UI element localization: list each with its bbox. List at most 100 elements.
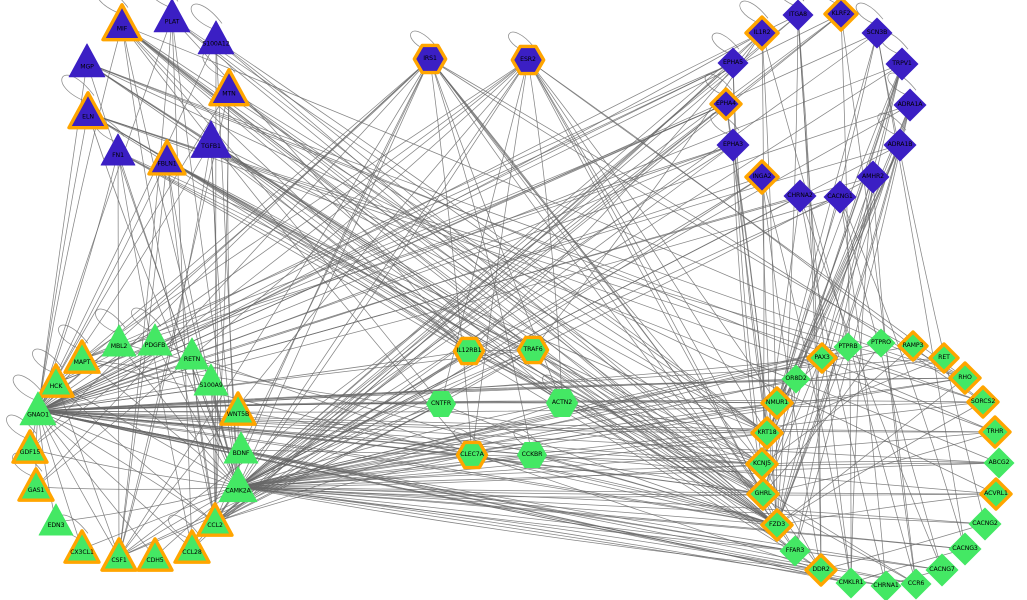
graph-edge xyxy=(121,24,763,465)
graph-edge xyxy=(117,151,768,434)
diamond-shape-icon xyxy=(779,535,811,567)
graph-edge xyxy=(237,486,822,571)
graph-edge xyxy=(37,104,911,412)
graph-node-s100a12[interactable]: S100A12 xyxy=(192,16,240,64)
self-loop-edge xyxy=(877,112,907,136)
graph-edge xyxy=(37,410,156,558)
graph-edge xyxy=(171,17,470,352)
graph-edge xyxy=(191,355,239,488)
triangle-shape-icon xyxy=(100,537,138,572)
graph-node-esr2[interactable]: ESR2 xyxy=(508,40,548,80)
graph-edge xyxy=(761,460,1000,465)
graph-edge xyxy=(87,112,796,552)
graph-node-adra1a[interactable]: ADRA1A xyxy=(888,83,932,127)
triangle-shape-icon xyxy=(136,537,174,572)
graph-edge xyxy=(87,112,917,585)
graph-node-cacng1[interactable]: CACNG1 xyxy=(818,175,862,219)
graph-edge xyxy=(121,24,442,405)
graph-edge xyxy=(237,103,727,488)
graph-edge xyxy=(237,402,563,488)
graph-node-clec7a[interactable]: CLEC7A xyxy=(453,436,491,474)
graph-edge xyxy=(839,196,966,550)
graph-node-cckbr[interactable]: CCKBR xyxy=(513,436,551,474)
graph-node-ccr6[interactable]: CCR6 xyxy=(895,563,937,600)
graph-node-fbln1[interactable]: FBLN1 xyxy=(143,136,191,184)
graph-node-mgp[interactable]: MGP xyxy=(63,39,111,87)
diamond-shape-icon xyxy=(833,332,863,362)
graph-node-chrna2[interactable]: CHRNA2 xyxy=(778,174,822,218)
graph-edge xyxy=(37,410,764,495)
diamond-shape-icon xyxy=(979,477,1013,511)
graph-edge xyxy=(776,377,966,526)
graph-edge xyxy=(237,58,431,488)
graph-node-fn1[interactable]: FN1 xyxy=(95,129,141,175)
graph-edge xyxy=(237,486,822,571)
diamond-shape-icon xyxy=(900,568,932,600)
graph-node-mtn[interactable]: MTN xyxy=(204,65,254,115)
graph-edge xyxy=(237,378,797,488)
graph-edge xyxy=(237,463,763,488)
graph-node-epha5[interactable]: EPHA5 xyxy=(712,42,754,84)
graph-node-epha4[interactable]: EPHA4 xyxy=(705,83,747,125)
triangle-shape-icon xyxy=(37,363,75,398)
diamond-shape-icon xyxy=(835,567,867,599)
diamond-shape-icon xyxy=(716,128,750,162)
graph-node-traf6[interactable]: TRAF6 xyxy=(514,331,552,369)
graph-node-plat[interactable]: PLAT xyxy=(148,0,196,42)
graph-edge xyxy=(872,176,917,585)
hexagon-shape-icon xyxy=(426,390,456,418)
self-loop-edge xyxy=(190,3,223,29)
graph-node-cntfr[interactable]: CNTFR xyxy=(422,385,460,423)
graph-edge xyxy=(794,104,911,552)
graph-edge xyxy=(171,17,193,550)
hexagon-shape-icon xyxy=(455,440,489,470)
graph-edge xyxy=(37,62,734,412)
graph-node-actn2[interactable]: ACTN2 xyxy=(542,383,582,423)
diamond-shape-icon xyxy=(966,385,1000,419)
graph-edge xyxy=(237,63,903,488)
graph-edge xyxy=(527,59,563,404)
graph-edge xyxy=(799,195,943,571)
triangle-shape-icon xyxy=(153,0,191,33)
graph-edge xyxy=(121,24,764,495)
graph-edge xyxy=(237,350,470,488)
graph-edge xyxy=(839,196,943,571)
diamond-shape-icon xyxy=(978,415,1012,449)
graph-node-il12rb1[interactable]: IL12RB1 xyxy=(450,332,488,370)
graph-node-cdh5[interactable]: CDH5 xyxy=(132,534,178,580)
graph-edge xyxy=(210,141,563,404)
graph-edge xyxy=(118,349,534,558)
hexagon-shape-icon xyxy=(452,336,486,366)
graph-node-irs1[interactable]: IRS1 xyxy=(410,39,450,79)
diamond-shape-icon xyxy=(885,47,919,81)
self-loop-edge xyxy=(98,0,129,14)
graph-edge xyxy=(732,144,764,495)
graph-edge xyxy=(154,341,822,571)
self-loop-edge xyxy=(711,32,740,54)
diamond-shape-icon xyxy=(928,342,960,374)
graph-node-tgfb1[interactable]: TGFB1 xyxy=(185,116,237,168)
graph-edge xyxy=(29,58,431,450)
graph-edge xyxy=(37,410,996,433)
graph-edge xyxy=(228,89,768,434)
graph-edge xyxy=(732,62,763,465)
graph-edge xyxy=(820,523,986,571)
graph-edge xyxy=(840,13,917,585)
diamond-shape-icon xyxy=(925,553,959,587)
graph-edge xyxy=(215,39,768,434)
graph-node-trpv1[interactable]: TRPV1 xyxy=(880,42,924,86)
graph-edge xyxy=(37,410,768,434)
graph-edge xyxy=(732,62,768,434)
graph-edge xyxy=(37,410,239,488)
graph-edge xyxy=(794,63,903,552)
graph-edge xyxy=(429,58,533,456)
graph-edge xyxy=(531,454,778,526)
graph-edge xyxy=(776,401,984,526)
diamond-shape-icon xyxy=(861,17,893,49)
graph-edge xyxy=(55,382,120,558)
graph-edge xyxy=(81,58,431,360)
graph-edge xyxy=(37,410,822,571)
graph-edge xyxy=(237,401,984,488)
